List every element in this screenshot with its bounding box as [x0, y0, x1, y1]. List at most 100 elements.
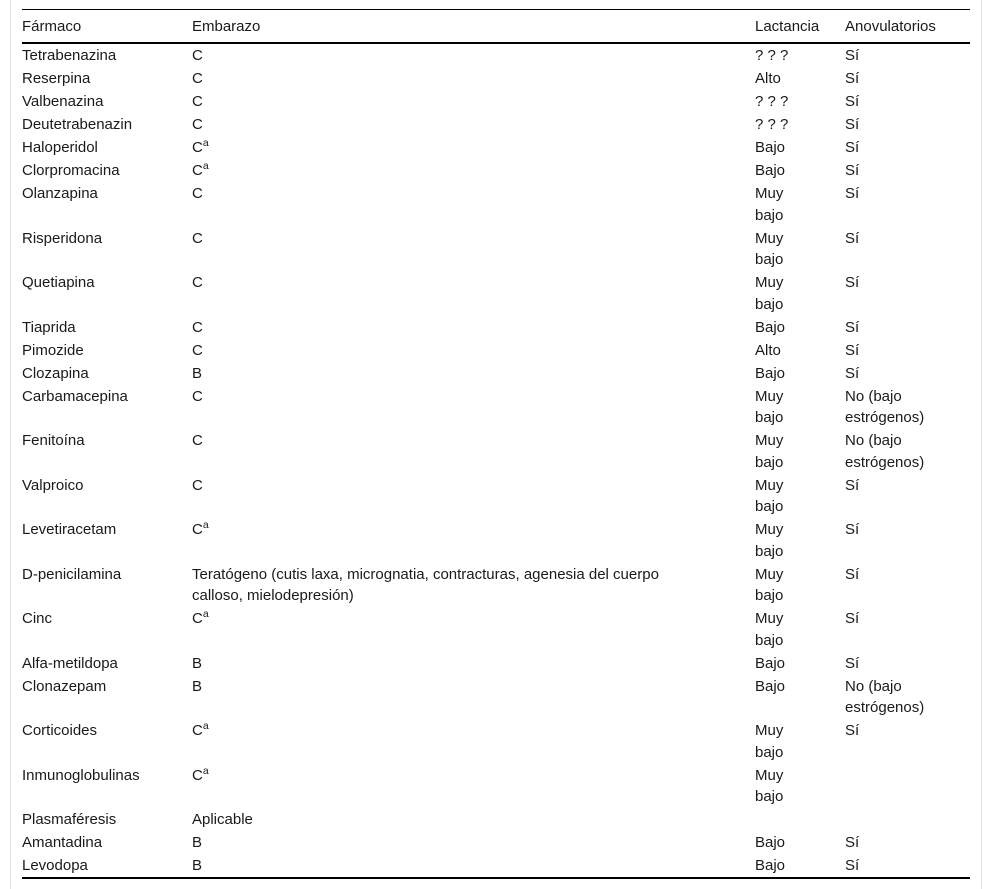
- table-row: Deutetrabenazin C ? ? ? Sí: [22, 113, 970, 136]
- cell-farmaco: Deutetrabenazin: [22, 116, 133, 133]
- table-row: Amantadina B Bajo Sí: [22, 831, 970, 854]
- column-header-farmaco: Fármaco: [22, 18, 82, 35]
- cell-farmaco: Quetiapina: [22, 274, 95, 291]
- embarazo-category: B: [192, 834, 203, 851]
- embarazo-category: C: [192, 387, 203, 405]
- cell-embarazo: C: [192, 90, 755, 113]
- table-row: Valproico C Muy bajo Sí: [22, 474, 970, 519]
- cell-anovulatorios: Sí: [845, 722, 860, 739]
- embarazo-category: B: [192, 677, 203, 695]
- cell-lactancia: Muy bajo: [755, 766, 784, 806]
- cell-anovulatorios: Sí: [845, 476, 860, 494]
- cell-anovulatorios: Sí: [845, 364, 860, 382]
- table-row: Haloperidol Ca Bajo Sí: [22, 136, 970, 159]
- embarazo-footnote-marker: a: [202, 720, 209, 732]
- cell-anovulatorios: Sí: [845, 834, 860, 851]
- table-row: Clorpromacina Ca Bajo Sí: [22, 159, 970, 182]
- embarazo-category: C: [192, 722, 203, 739]
- cell-farmaco: Levodopa: [22, 857, 88, 874]
- table-row: Fenitoína C Muy bajo No (bajo estrógenos): [22, 429, 970, 474]
- cell-anovulatorios: [845, 808, 970, 831]
- table-frame: Fármaco Embarazo Lactancia Anovulatorios…: [10, 0, 982, 889]
- cell-embarazo: C: [192, 385, 755, 430]
- embarazo-footnote-marker: a: [202, 137, 209, 149]
- table-row: Pimozide C Alto Sí: [22, 339, 970, 362]
- embarazo-category: C: [192, 766, 203, 784]
- cell-anovulatorios: [845, 764, 970, 809]
- cell-embarazo: C: [192, 429, 755, 474]
- table-row: Valbenazina C ? ? ? Sí: [22, 90, 970, 113]
- cell-anovulatorios: Sí: [845, 565, 860, 583]
- cell-farmaco: Tiaprida: [22, 318, 76, 336]
- cell-embarazo: Ca: [192, 159, 755, 182]
- cell-farmaco: Risperidona: [22, 229, 103, 247]
- embarazo-category: C: [192, 162, 203, 179]
- table-row: Plasmaféresis Aplicable: [22, 808, 970, 831]
- cell-embarazo: Ca: [192, 764, 755, 809]
- cell-anovulatorios: No (bajo estrógenos): [845, 677, 925, 717]
- cell-embarazo: C: [192, 43, 755, 67]
- cell-farmaco: Corticoides: [22, 722, 98, 739]
- cell-embarazo: Ca: [192, 136, 755, 159]
- cell-embarazo: Ca: [192, 607, 755, 652]
- cell-anovulatorios: No (bajo estrógenos): [845, 432, 925, 471]
- cell-farmaco: Reserpina: [22, 70, 91, 87]
- cell-farmaco: Tetrabenazina: [22, 47, 117, 64]
- embarazo-footnote-marker: a: [202, 160, 209, 172]
- cell-embarazo: C: [192, 316, 755, 339]
- cell-embarazo: Ca: [192, 518, 755, 563]
- table-row: Inmunoglobulinas Ca Muy bajo: [22, 764, 970, 809]
- table-row: Clozapina B Bajo Sí: [22, 362, 970, 385]
- cell-anovulatorios: Sí: [845, 274, 860, 291]
- embarazo-category: C: [192, 116, 203, 133]
- embarazo-category: C: [192, 70, 203, 87]
- embarazo-category: B: [192, 654, 203, 672]
- cell-embarazo: C: [192, 67, 755, 90]
- cell-lactancia: Muy bajo: [755, 476, 784, 516]
- column-header-anovulatorios: Anovulatorios: [845, 18, 936, 35]
- cell-lactancia: Bajo: [755, 654, 786, 672]
- cell-lactancia: Alto: [755, 341, 781, 359]
- cell-lactancia: Bajo: [755, 318, 786, 336]
- cell-farmaco: Haloperidol: [22, 139, 98, 156]
- cell-lactancia: [755, 808, 845, 831]
- embarazo-footnote-marker: a: [202, 608, 209, 620]
- cell-lactancia: Alto: [755, 70, 781, 87]
- embarazo-category: C: [192, 274, 203, 291]
- embarazo-footnote-marker: a: [202, 764, 209, 777]
- cell-farmaco: Alfa-metildopa: [22, 654, 118, 672]
- cell-lactancia: Bajo: [755, 139, 786, 156]
- table-row: Tiaprida C Bajo Sí: [22, 316, 970, 339]
- cell-farmaco: Clorpromacina: [22, 162, 120, 179]
- cell-lactancia: Muy bajo: [755, 387, 784, 427]
- cell-anovulatorios: Sí: [845, 70, 860, 87]
- cell-embarazo: Aplicable: [192, 808, 755, 831]
- cell-lactancia: ? ? ?: [755, 116, 789, 133]
- cell-anovulatorios: Sí: [845, 47, 860, 64]
- cell-embarazo: B: [192, 831, 755, 854]
- cell-embarazo: C: [192, 271, 755, 316]
- cell-farmaco: Pimozide: [22, 341, 84, 359]
- cell-lactancia: Bajo: [755, 677, 786, 695]
- cell-anovulatorios: Sí: [845, 162, 860, 179]
- table-row: Reserpina C Alto Sí: [22, 67, 970, 90]
- cell-anovulatorios: Sí: [845, 857, 860, 874]
- embarazo-footnote-marker: a: [202, 519, 209, 531]
- table-row: Levetiracetam Ca Muy bajo Sí: [22, 518, 970, 563]
- table-row: Risperidona C Muy bajo Sí: [22, 227, 970, 272]
- embarazo-category: C: [192, 318, 203, 336]
- cell-farmaco: Fenitoína: [22, 432, 85, 449]
- cell-anovulatorios: Sí: [845, 521, 860, 538]
- cell-anovulatorios: Sí: [845, 229, 860, 247]
- cell-embarazo: B: [192, 652, 755, 675]
- cell-lactancia: Muy bajo: [755, 274, 784, 313]
- table-row: Levodopa B Bajo Sí: [22, 854, 970, 878]
- cell-embarazo: B: [192, 854, 755, 878]
- cell-farmaco: Carbamacepina: [22, 387, 128, 405]
- table-row: Clonazepam B Bajo No (bajo estrógenos): [22, 675, 970, 720]
- cell-lactancia: Bajo: [755, 857, 786, 874]
- cell-anovulatorios: Sí: [845, 341, 860, 359]
- cell-embarazo: C: [192, 113, 755, 136]
- embarazo-category: B: [192, 857, 203, 874]
- cell-lactancia: Bajo: [755, 834, 786, 851]
